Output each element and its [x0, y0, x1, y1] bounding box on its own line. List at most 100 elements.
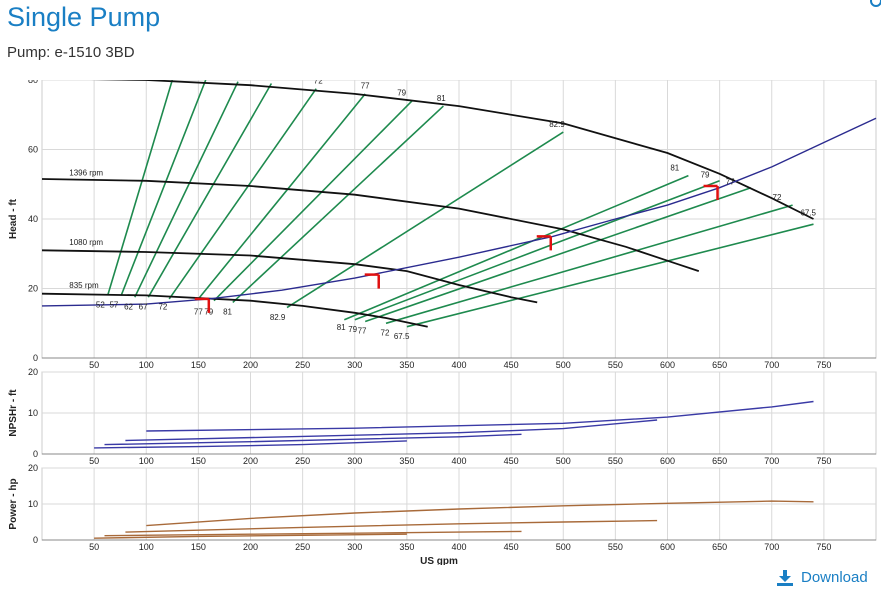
x-tick-label: 100 — [139, 360, 154, 370]
x-tick-label: 350 — [399, 542, 414, 552]
efficiency-label: 81 — [223, 308, 232, 317]
x-tick-label: 750 — [816, 542, 831, 552]
npsh-curve — [125, 419, 658, 442]
x-tick-label: 500 — [556, 360, 571, 370]
efficiency-label: 77 — [361, 82, 370, 91]
x-tick-label: 400 — [451, 542, 466, 552]
efficiency-label: 77 — [194, 308, 203, 317]
efficiency-curve — [197, 93, 366, 300]
x-tick-label: 400 — [451, 360, 466, 370]
download-link[interactable]: Download — [776, 569, 868, 586]
x-tick-label: 250 — [295, 542, 310, 552]
efficiency-label: 82.9 — [549, 120, 565, 129]
power-curve — [94, 533, 407, 539]
x-tick-label: 50 — [89, 542, 99, 552]
x-tick-label: 650 — [712, 456, 727, 466]
efficiency-curve — [120, 80, 207, 296]
x-tick-label: 700 — [764, 360, 779, 370]
efficiency-label: 57 — [109, 301, 118, 310]
efficiency-label: 79 — [348, 325, 357, 334]
y-tick-label: 0 — [33, 353, 38, 363]
y-tick-label: 20 — [28, 284, 38, 294]
power-curve — [125, 519, 658, 533]
y-tick-label: 40 — [28, 214, 38, 224]
x-tick-label: 650 — [712, 360, 727, 370]
efficiency-label: 67 — [139, 302, 148, 311]
x-tick-label: 650 — [712, 542, 727, 552]
x-tick-label: 600 — [660, 456, 675, 466]
x-tick-label: 700 — [764, 542, 779, 552]
x-tick-label: 400 — [451, 456, 466, 466]
power-curve — [104, 530, 522, 537]
x-tick-label: 250 — [295, 456, 310, 466]
x-tick-label: 100 — [139, 542, 154, 552]
efficiency-curve — [134, 81, 239, 298]
x-tick-label: 200 — [243, 542, 258, 552]
efficiency-curve — [168, 88, 317, 300]
efficiency-label: 72 — [773, 193, 782, 202]
efficiency-label: 77 — [358, 327, 367, 336]
y-tick-label: 20 — [28, 367, 38, 377]
efficiency-label: 81 — [437, 94, 446, 103]
x-tick-label: 600 — [660, 542, 675, 552]
efficiency-curve — [232, 105, 444, 303]
efficiency-curve — [364, 186, 752, 323]
efficiency-curve — [385, 204, 793, 325]
y-tick-label: 0 — [33, 449, 38, 459]
x-tick-label: 300 — [347, 542, 362, 552]
settings-icon[interactable] — [869, 0, 881, 8]
x-tick-label: 200 — [243, 456, 258, 466]
x-tick-label: 250 — [295, 360, 310, 370]
x-tick-label: 550 — [608, 456, 623, 466]
y-tick-label: 10 — [28, 499, 38, 509]
speed-curve — [41, 249, 538, 304]
efficiency-label: 67.5 — [800, 209, 816, 218]
efficiency-label: 67.5 — [394, 332, 410, 341]
y-tick-label: 20 — [28, 463, 38, 473]
x-tick-label: 600 — [660, 360, 675, 370]
x-tick-label: 750 — [816, 360, 831, 370]
efficiency-label: 72 — [381, 328, 390, 337]
y-axis-title: Power - hp — [8, 478, 19, 529]
efficiency-curve — [354, 180, 720, 321]
x-tick-label: 150 — [191, 542, 206, 552]
speed-label: 1080 rpm — [69, 238, 103, 247]
x-tick-label: 350 — [399, 456, 414, 466]
y-tick-label: 10 — [28, 408, 38, 418]
x-axis-title: US gpm — [420, 556, 458, 565]
speed-curve — [91, 80, 814, 220]
efficiency-label: 52 — [96, 301, 105, 310]
x-tick-label: 550 — [608, 542, 623, 552]
npsh-curve — [146, 400, 814, 432]
y-tick-label: 60 — [28, 145, 38, 155]
x-tick-label: 50 — [89, 456, 99, 466]
efficiency-label: 81 — [670, 163, 679, 172]
pump-label: Pump: e-1510 3BD — [7, 44, 135, 61]
efficiency-curve — [286, 131, 564, 309]
x-tick-label: 300 — [347, 360, 362, 370]
efficiency-curve — [147, 83, 273, 298]
speed-label: 835 rpm — [69, 281, 99, 290]
npsh-curve — [104, 433, 522, 446]
npsh-curve — [94, 440, 407, 449]
x-tick-label: 500 — [556, 456, 571, 466]
x-tick-label: 150 — [191, 360, 206, 370]
efficiency-label: 62 — [124, 302, 133, 311]
efficiency-label: 82.9 — [270, 313, 286, 322]
x-tick-label: 550 — [608, 360, 623, 370]
x-tick-label: 700 — [764, 456, 779, 466]
efficiency-label: 72 — [314, 80, 323, 85]
efficiency-curve — [406, 223, 814, 328]
x-tick-label: 450 — [504, 360, 519, 370]
speed-curve — [41, 292, 428, 328]
y-axis-title: NPSHr - ft — [8, 389, 19, 437]
efficiency-label: 79 — [701, 170, 710, 179]
x-tick-label: 500 — [556, 542, 571, 552]
efficiency-label: 79 — [397, 89, 406, 98]
x-tick-label: 50 — [89, 360, 99, 370]
efficiency-label: 81 — [337, 323, 346, 332]
x-tick-label: 150 — [191, 456, 206, 466]
x-tick-label: 450 — [504, 456, 519, 466]
efficiency-curve — [343, 174, 689, 321]
speed-curve — [41, 178, 700, 272]
